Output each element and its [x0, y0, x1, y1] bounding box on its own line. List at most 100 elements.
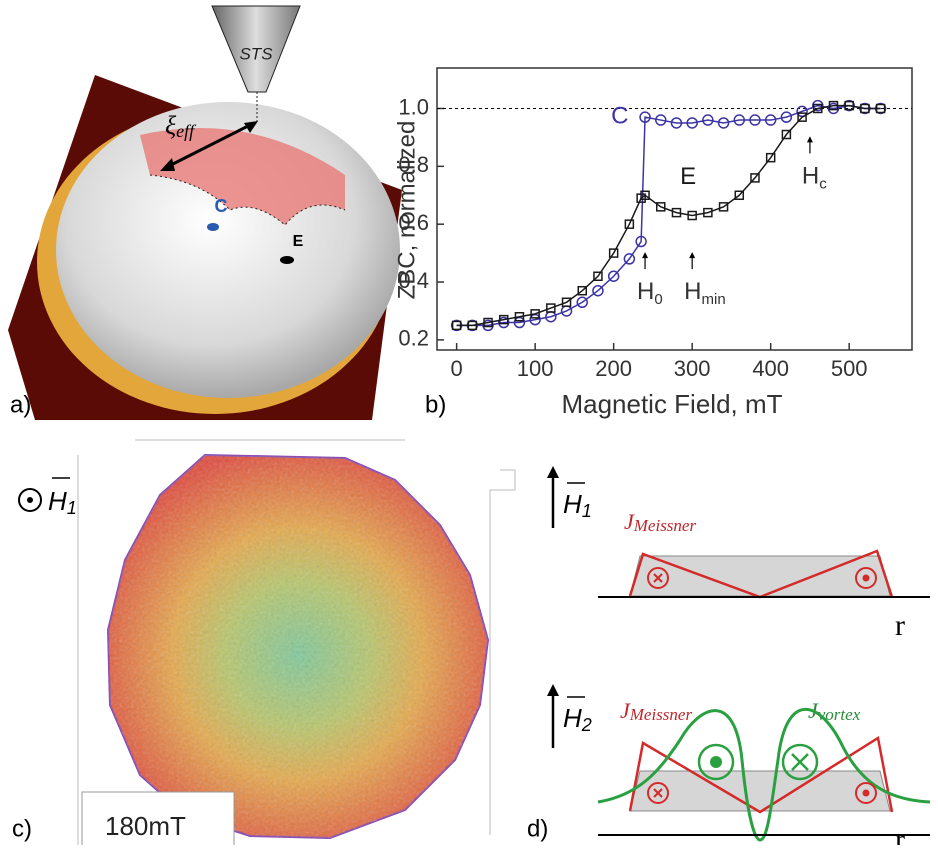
vortex-current [597, 707, 931, 842]
field-label: H1 [563, 489, 592, 521]
marker [797, 112, 807, 122]
current-out [855, 567, 877, 589]
current-in [647, 782, 669, 804]
current-in [653, 788, 663, 798]
current-out [862, 574, 870, 582]
marker [733, 114, 746, 126]
marker [498, 314, 509, 325]
meissner-current [628, 735, 894, 814]
field-sub: 1 [67, 498, 77, 518]
marker [608, 248, 619, 258]
marker [718, 202, 729, 212]
vortex-in [791, 753, 809, 771]
marker [687, 210, 697, 221]
marker [576, 296, 588, 309]
sample [629, 770, 891, 812]
marker [717, 117, 730, 129]
arrow-head [244, 121, 258, 133]
xi: ξ [165, 111, 177, 140]
current-sub: vortex [818, 705, 861, 724]
arrow-head [642, 252, 649, 259]
current-sub: Meissner [629, 705, 693, 724]
x-tick-label: 500 [831, 356, 868, 381]
panel-label: a) [10, 391, 31, 418]
panel-a: STS ξeff C E a) [8, 0, 402, 420]
xi-sub: eff [176, 121, 197, 141]
annotation-text: H [684, 278, 701, 305]
annotation-sub: c [819, 175, 827, 192]
marker [750, 173, 760, 183]
arrow-head [547, 466, 559, 478]
marker [483, 317, 493, 328]
xi-arrow [164, 122, 253, 170]
y-tick-label: 0.2 [398, 326, 429, 351]
marker [639, 111, 651, 123]
marker [530, 309, 540, 319]
coherence-region [140, 128, 345, 225]
marker [828, 100, 839, 111]
current-out [855, 782, 877, 804]
current-in [647, 567, 669, 589]
field: H [563, 489, 582, 519]
current: J [624, 509, 635, 534]
marker [656, 202, 666, 212]
field-label: H1 [48, 486, 77, 518]
marker [635, 235, 647, 248]
marker [812, 99, 824, 112]
marker [875, 103, 886, 114]
annotation: H0 [637, 278, 663, 308]
axis-label: r [895, 609, 905, 642]
marker [482, 319, 494, 332]
y-axis-title: ZBC, normalized [393, 121, 420, 300]
point-e [280, 256, 294, 264]
marker [781, 129, 792, 140]
plot-frame [436, 67, 913, 351]
y-tick-label: 1.0 [398, 94, 429, 119]
current-label: JMeissner [624, 509, 696, 535]
arrow-head [806, 136, 813, 143]
current: J [620, 698, 631, 723]
field-label: H2 [563, 703, 592, 735]
sts-tip [211, 5, 301, 93]
series-line [456, 104, 881, 327]
x-tick-label: 400 [752, 356, 789, 381]
marker [497, 316, 510, 329]
marker [734, 190, 745, 201]
x-axis-title: Magnetic Field, mT [561, 389, 782, 419]
arrow-head [160, 158, 175, 171]
marker [686, 117, 698, 129]
current-label: JMeissner [620, 698, 692, 724]
arrow-head [547, 684, 559, 696]
marker [655, 114, 667, 126]
marker [860, 103, 870, 114]
marker [561, 297, 572, 308]
marker [765, 152, 776, 163]
annotation-sub: min [702, 291, 726, 308]
current-in [653, 573, 663, 583]
marker [546, 303, 556, 313]
y-tick-label: 0.6 [398, 210, 429, 235]
marker [749, 114, 761, 126]
vortex-in [781, 743, 819, 781]
current-out [862, 789, 870, 797]
current-sub: Meissner [633, 516, 697, 535]
series-label: E [680, 163, 696, 190]
series-label: C [611, 103, 628, 130]
panel-c: H1 180mT c) [12, 439, 516, 850]
marker [703, 207, 713, 218]
vortex-out [697, 743, 735, 781]
marker [764, 114, 777, 126]
marker [844, 100, 854, 111]
marker [623, 253, 636, 265]
field-symbol [27, 497, 33, 503]
scale-label: 180mT [105, 811, 186, 841]
marker [670, 117, 683, 129]
annotation-text: H [637, 278, 654, 305]
annotation-text: H [802, 163, 819, 190]
marker [592, 284, 604, 297]
marker [624, 219, 635, 229]
annotation: Hc [802, 163, 827, 193]
panel-b: b) Magnetic Field, mT ZBC, normalized 0 1… [393, 67, 913, 419]
marker [671, 207, 682, 218]
